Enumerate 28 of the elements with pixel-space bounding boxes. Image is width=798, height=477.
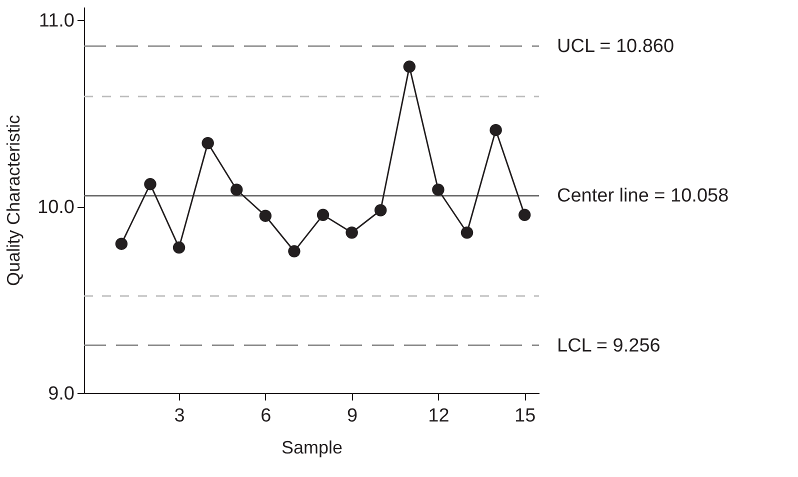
x-tick-label: 15: [514, 406, 536, 426]
x-tick-label: 6: [260, 406, 272, 426]
point: [346, 226, 358, 239]
point: [172, 241, 186, 254]
point: [374, 204, 387, 216]
y-tick-label: 10.0: [38, 197, 74, 218]
point: [490, 124, 502, 136]
ref-line-label: Center line = 10.058: [557, 186, 729, 207]
point: [432, 184, 444, 196]
ref-line-label: UCL = 10.860: [557, 36, 674, 58]
x-tick-label: 9: [347, 406, 358, 426]
point: [518, 208, 531, 222]
ref-line-label: LCL = 9.256: [557, 335, 660, 356]
point: [115, 238, 128, 250]
x-axis-title: Sample: [281, 438, 343, 458]
point: [230, 184, 243, 196]
point: [144, 178, 156, 190]
point: [403, 60, 416, 73]
x-tick-label: 3: [174, 406, 185, 426]
x-tick-label: 12: [428, 406, 450, 426]
y-tick-label: 9.0: [48, 384, 74, 404]
point: [202, 137, 214, 150]
point: [259, 210, 272, 222]
point: [460, 226, 474, 239]
point: [316, 208, 330, 222]
y-tick-label: 11.0: [38, 10, 74, 32]
y-axis-title: Quality Characteristic: [4, 114, 24, 286]
point: [288, 245, 300, 258]
